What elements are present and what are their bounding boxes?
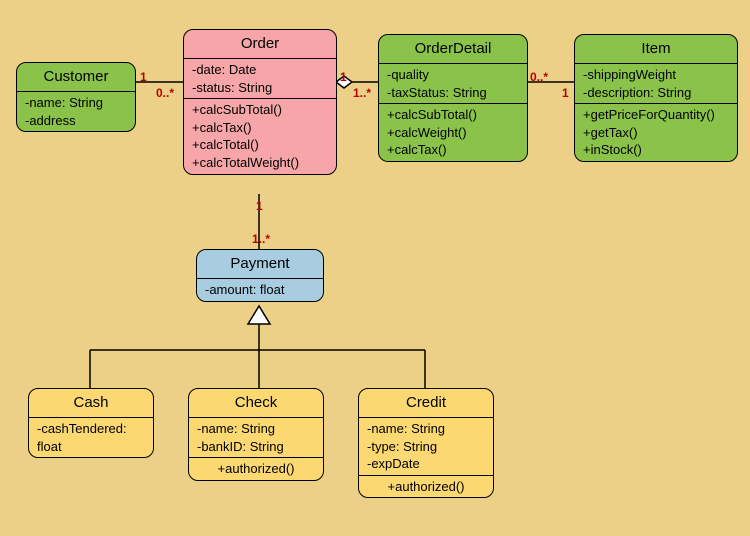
- class-title: Item: [575, 35, 737, 63]
- mult: 1: [340, 70, 347, 84]
- class-title: Check: [189, 389, 323, 417]
- class-attrs: -name: String -type: String -expDate: [359, 417, 493, 475]
- class-attrs: -date: Date -status: String: [184, 58, 336, 98]
- class-order: Order -date: Date -status: String +calcS…: [183, 29, 337, 175]
- class-title: Credit: [359, 389, 493, 417]
- class-attrs: -name: String -address: [17, 91, 135, 131]
- class-attrs: -name: String -bankID: String: [189, 417, 323, 457]
- mult: 1: [562, 86, 569, 100]
- class-methods: +authorized(): [359, 475, 493, 498]
- class-item: Item -shippingWeight -description: Strin…: [574, 34, 738, 162]
- class-title: Payment: [197, 250, 323, 278]
- class-payment: Payment -amount: float: [196, 249, 324, 302]
- mult: 1..*: [353, 86, 371, 100]
- class-attrs: -shippingWeight -description: String: [575, 63, 737, 103]
- mult: 1: [140, 70, 147, 84]
- class-orderdetail: OrderDetail -quality -taxStatus: String …: [378, 34, 528, 162]
- class-credit: Credit -name: String -type: String -expD…: [358, 388, 494, 498]
- class-title: Order: [184, 30, 336, 58]
- class-title: Customer: [17, 63, 135, 91]
- class-methods: +calcSubTotal() +calcWeight() +calcTax(): [379, 103, 527, 161]
- mult: 1: [256, 199, 263, 213]
- mult: 0..*: [530, 70, 548, 84]
- class-check: Check -name: String -bankID: String +aut…: [188, 388, 324, 481]
- class-cash: Cash -cashTendered: float: [28, 388, 154, 458]
- class-attrs: -cashTendered: float: [29, 417, 153, 457]
- class-title: Cash: [29, 389, 153, 417]
- class-methods: +calcSubTotal() +calcTax() +calcTotal() …: [184, 98, 336, 173]
- mult: 1..*: [252, 232, 270, 246]
- class-methods: +authorized(): [189, 457, 323, 480]
- class-attrs: -quality -taxStatus: String: [379, 63, 527, 103]
- class-customer: Customer -name: String -address: [16, 62, 136, 132]
- mult: 0..*: [156, 86, 174, 100]
- class-attrs: -amount: float: [197, 278, 323, 301]
- class-methods: +getPriceForQuantity() +getTax() +inStoc…: [575, 103, 737, 161]
- class-title: OrderDetail: [379, 35, 527, 63]
